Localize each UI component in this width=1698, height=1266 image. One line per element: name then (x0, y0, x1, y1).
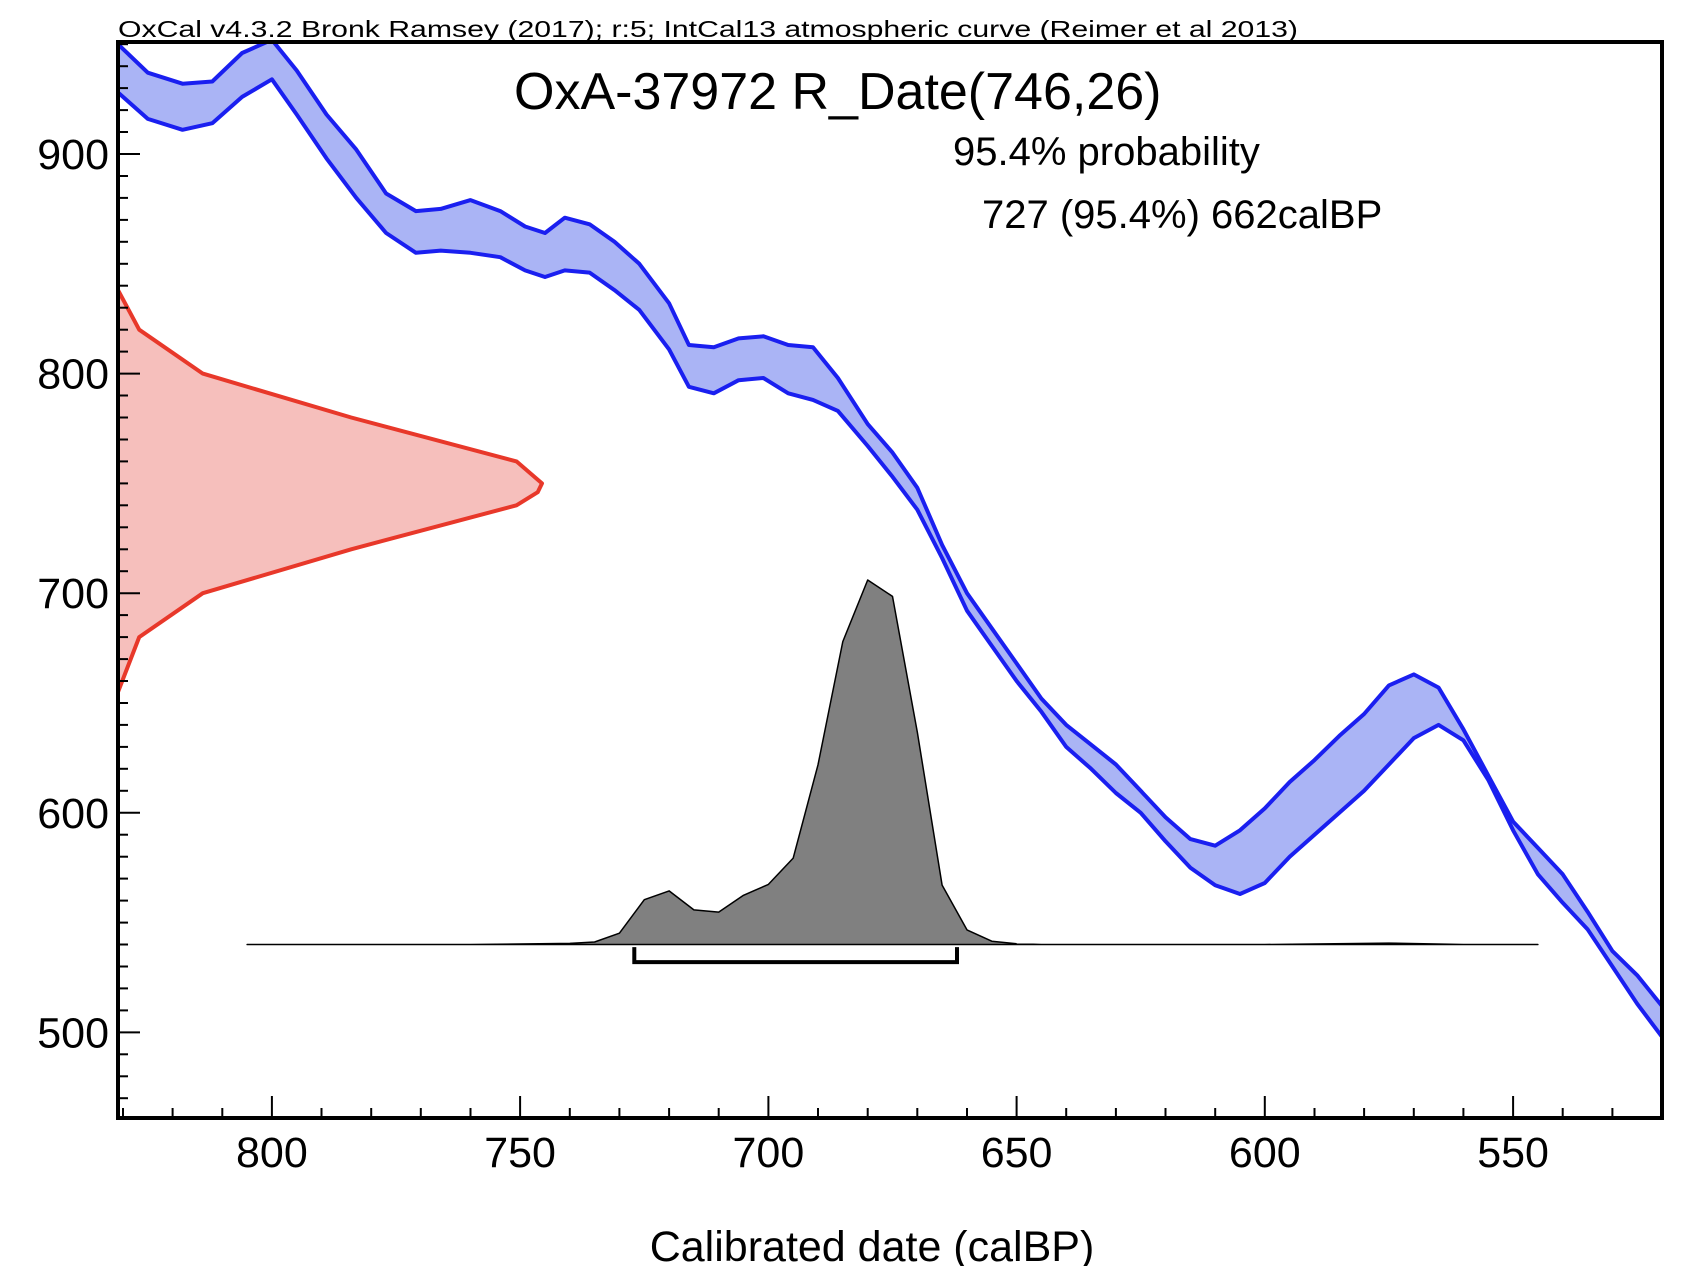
plot-frame (116, 40, 1664, 1120)
range-label: 727 (95.4%) 662calBP (982, 193, 1382, 237)
x-tick-label: 550 (1477, 1129, 1549, 1177)
calibrated-distribution-area (246, 579, 1539, 946)
calibration-curve-upper-line (118, 42, 1662, 1008)
x-tick-label: 600 (1229, 1129, 1301, 1177)
radiocarbon-distribution-outline (118, 289, 544, 693)
chart-header: OxCal v4.3.2 Bronk Ramsey (2017); r:5; I… (118, 16, 1298, 42)
y-tick-label: 800 (37, 351, 109, 399)
calibrated-distribution-layer (246, 579, 1539, 946)
calibration-curve-layer (118, 42, 1662, 1039)
y-tick-label: 700 (37, 570, 109, 618)
radiocarbon-distribution-layer (118, 289, 544, 693)
range-bracket-95-4 (632, 947, 959, 965)
radiocarbon-distribution-area (118, 290, 542, 692)
x-tick-label: 700 (733, 1129, 805, 1177)
chart-title: OxA-37972 R_Date(746,26) (514, 63, 1162, 121)
axes-layer: 500 600 700 800 900 800 750 700 650 600 550 (37, 40, 1664, 1177)
x-tick-label: 750 (484, 1129, 556, 1177)
x-tick-label: 800 (236, 1129, 308, 1177)
range-bracket-layer (632, 947, 959, 965)
y-tick-label: 500 (37, 1009, 109, 1057)
x-axis-label: Calibrated date (calBP) (650, 1223, 1095, 1266)
calibration-curve-lower-line (118, 77, 1662, 1039)
y-tick-label: 900 (37, 131, 109, 179)
y-tick-label: 600 (37, 790, 109, 838)
x-tick-label: 650 (981, 1129, 1053, 1177)
probability-label: 95.4% probability (953, 130, 1260, 174)
